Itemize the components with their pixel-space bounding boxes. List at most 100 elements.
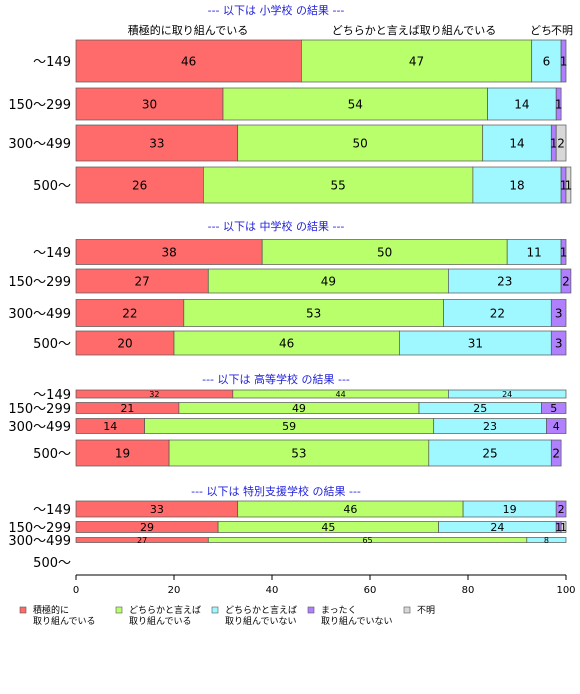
bar-segment	[550, 299, 567, 327]
data-label: 38	[161, 246, 176, 260]
category-label: 150〜299	[8, 521, 71, 536]
bar-segment	[472, 166, 562, 204]
data-label: 19	[115, 447, 130, 461]
category-label: 〜149	[33, 388, 71, 403]
bar-segment	[550, 439, 562, 467]
data-label: 25	[473, 402, 487, 415]
data-label: 49	[292, 402, 306, 415]
x-axis: 0 20 40 60 80 100	[73, 574, 576, 596]
bar-segment	[531, 39, 562, 83]
bar-segment	[261, 239, 508, 265]
data-label: 4	[553, 420, 560, 433]
section-title: --- 以下は 特別支援学校 の結果 ---	[191, 484, 361, 498]
legend-label: 取り組んでいない	[225, 615, 297, 627]
data-label: 54	[348, 98, 363, 112]
data-label: 19	[503, 503, 517, 516]
data-label: 20	[117, 337, 132, 351]
data-label: 24	[490, 521, 504, 534]
column-header-2: どちらかと言えば取り組んでいる	[332, 24, 496, 37]
x-tick-label: 60	[364, 585, 377, 596]
section-title: --- 以下は 高等学校 の結果 ---	[202, 372, 350, 386]
data-label: 46	[181, 55, 196, 69]
legend-swatch	[115, 606, 123, 614]
legend-label: どちらかと言えば	[129, 604, 201, 616]
data-label: 2	[562, 275, 570, 289]
section-title: --- 以下は 中学校 の結果 ---	[208, 219, 345, 233]
data-label: 14	[514, 98, 529, 112]
data-label: 33	[149, 137, 164, 151]
data-label: 46	[343, 503, 357, 516]
data-label: 1	[565, 179, 573, 193]
data-label: 23	[483, 420, 497, 433]
section-title: --- 以下は 小学校 の結果 ---	[208, 3, 345, 17]
legend: 積極的に取り組んでいるどちらかと言えば取り組んでいるどちらかと言えば取り組んでい…	[19, 604, 435, 627]
bar-segment	[203, 166, 474, 204]
bar-segment	[75, 39, 302, 83]
data-label: 27	[135, 275, 150, 289]
bar-segment	[560, 521, 567, 533]
data-label: 5	[550, 402, 557, 415]
bar-segment	[301, 39, 533, 83]
data-label: 30	[142, 98, 157, 112]
x-tick-label: 80	[462, 585, 475, 596]
bar-segment	[173, 330, 400, 356]
bar-segment	[75, 330, 175, 356]
bar-segment	[555, 124, 567, 162]
data-label: 25	[482, 447, 497, 461]
data-label: 65	[362, 536, 372, 545]
data-label: 2	[558, 503, 565, 516]
column-header-1: 積極的に取り組んでいる	[128, 23, 248, 37]
column-header-4: 不明	[551, 24, 573, 37]
category-label: 300〜499	[8, 307, 71, 322]
data-label: 59	[282, 420, 296, 433]
data-label: 18	[509, 179, 524, 193]
category-label: 500〜	[33, 447, 71, 462]
legend-label: 積極的に	[33, 604, 69, 616]
legend-label: 取り組んでいない	[321, 615, 393, 627]
category-label: 150〜299	[8, 275, 71, 290]
data-label: 3	[555, 307, 563, 321]
data-label: 31	[468, 337, 483, 351]
data-label: 2	[552, 447, 560, 461]
legend-label: 取り組んでいる	[129, 615, 192, 627]
column-header-3: どち	[530, 24, 552, 37]
data-label: 2	[557, 137, 565, 151]
bar-segment	[546, 418, 567, 434]
bar-segment	[75, 268, 209, 294]
category-label: 500〜	[33, 337, 71, 352]
data-label: 44	[336, 390, 346, 399]
data-label: 21	[120, 402, 134, 415]
data-label: 1	[560, 246, 568, 260]
category-label: 300〜499	[8, 137, 71, 152]
bar-segment	[448, 268, 562, 294]
data-label: 23	[497, 275, 512, 289]
data-label: 50	[377, 246, 392, 260]
bar-segment	[237, 124, 484, 162]
category-label: 300〜499	[8, 420, 71, 435]
x-tick-label: 100	[556, 585, 575, 596]
data-label: 1	[560, 179, 568, 193]
legend-label: まったく	[321, 605, 357, 616]
data-label: 50	[353, 137, 368, 151]
data-label: 29	[140, 521, 154, 534]
bar-segment	[183, 299, 444, 327]
bar-segment	[75, 439, 170, 467]
bar-segment	[541, 402, 567, 414]
category-label: 150〜299	[8, 402, 71, 417]
bar-segment	[550, 330, 567, 356]
data-label: 14	[509, 137, 524, 151]
legend-label: 不明	[417, 605, 435, 616]
category-label: 300〜499	[8, 534, 71, 549]
data-label: 1	[560, 55, 568, 69]
legend-swatch	[211, 606, 219, 614]
data-label: 1	[560, 521, 567, 534]
data-label: 26	[132, 179, 147, 193]
data-label: 46	[279, 337, 294, 351]
bar-segment	[506, 239, 562, 265]
category-label: 〜149	[33, 503, 71, 518]
bar-segment	[526, 537, 567, 543]
legend-label: どちらかと言えば	[225, 604, 297, 616]
data-label: 3	[555, 337, 563, 351]
